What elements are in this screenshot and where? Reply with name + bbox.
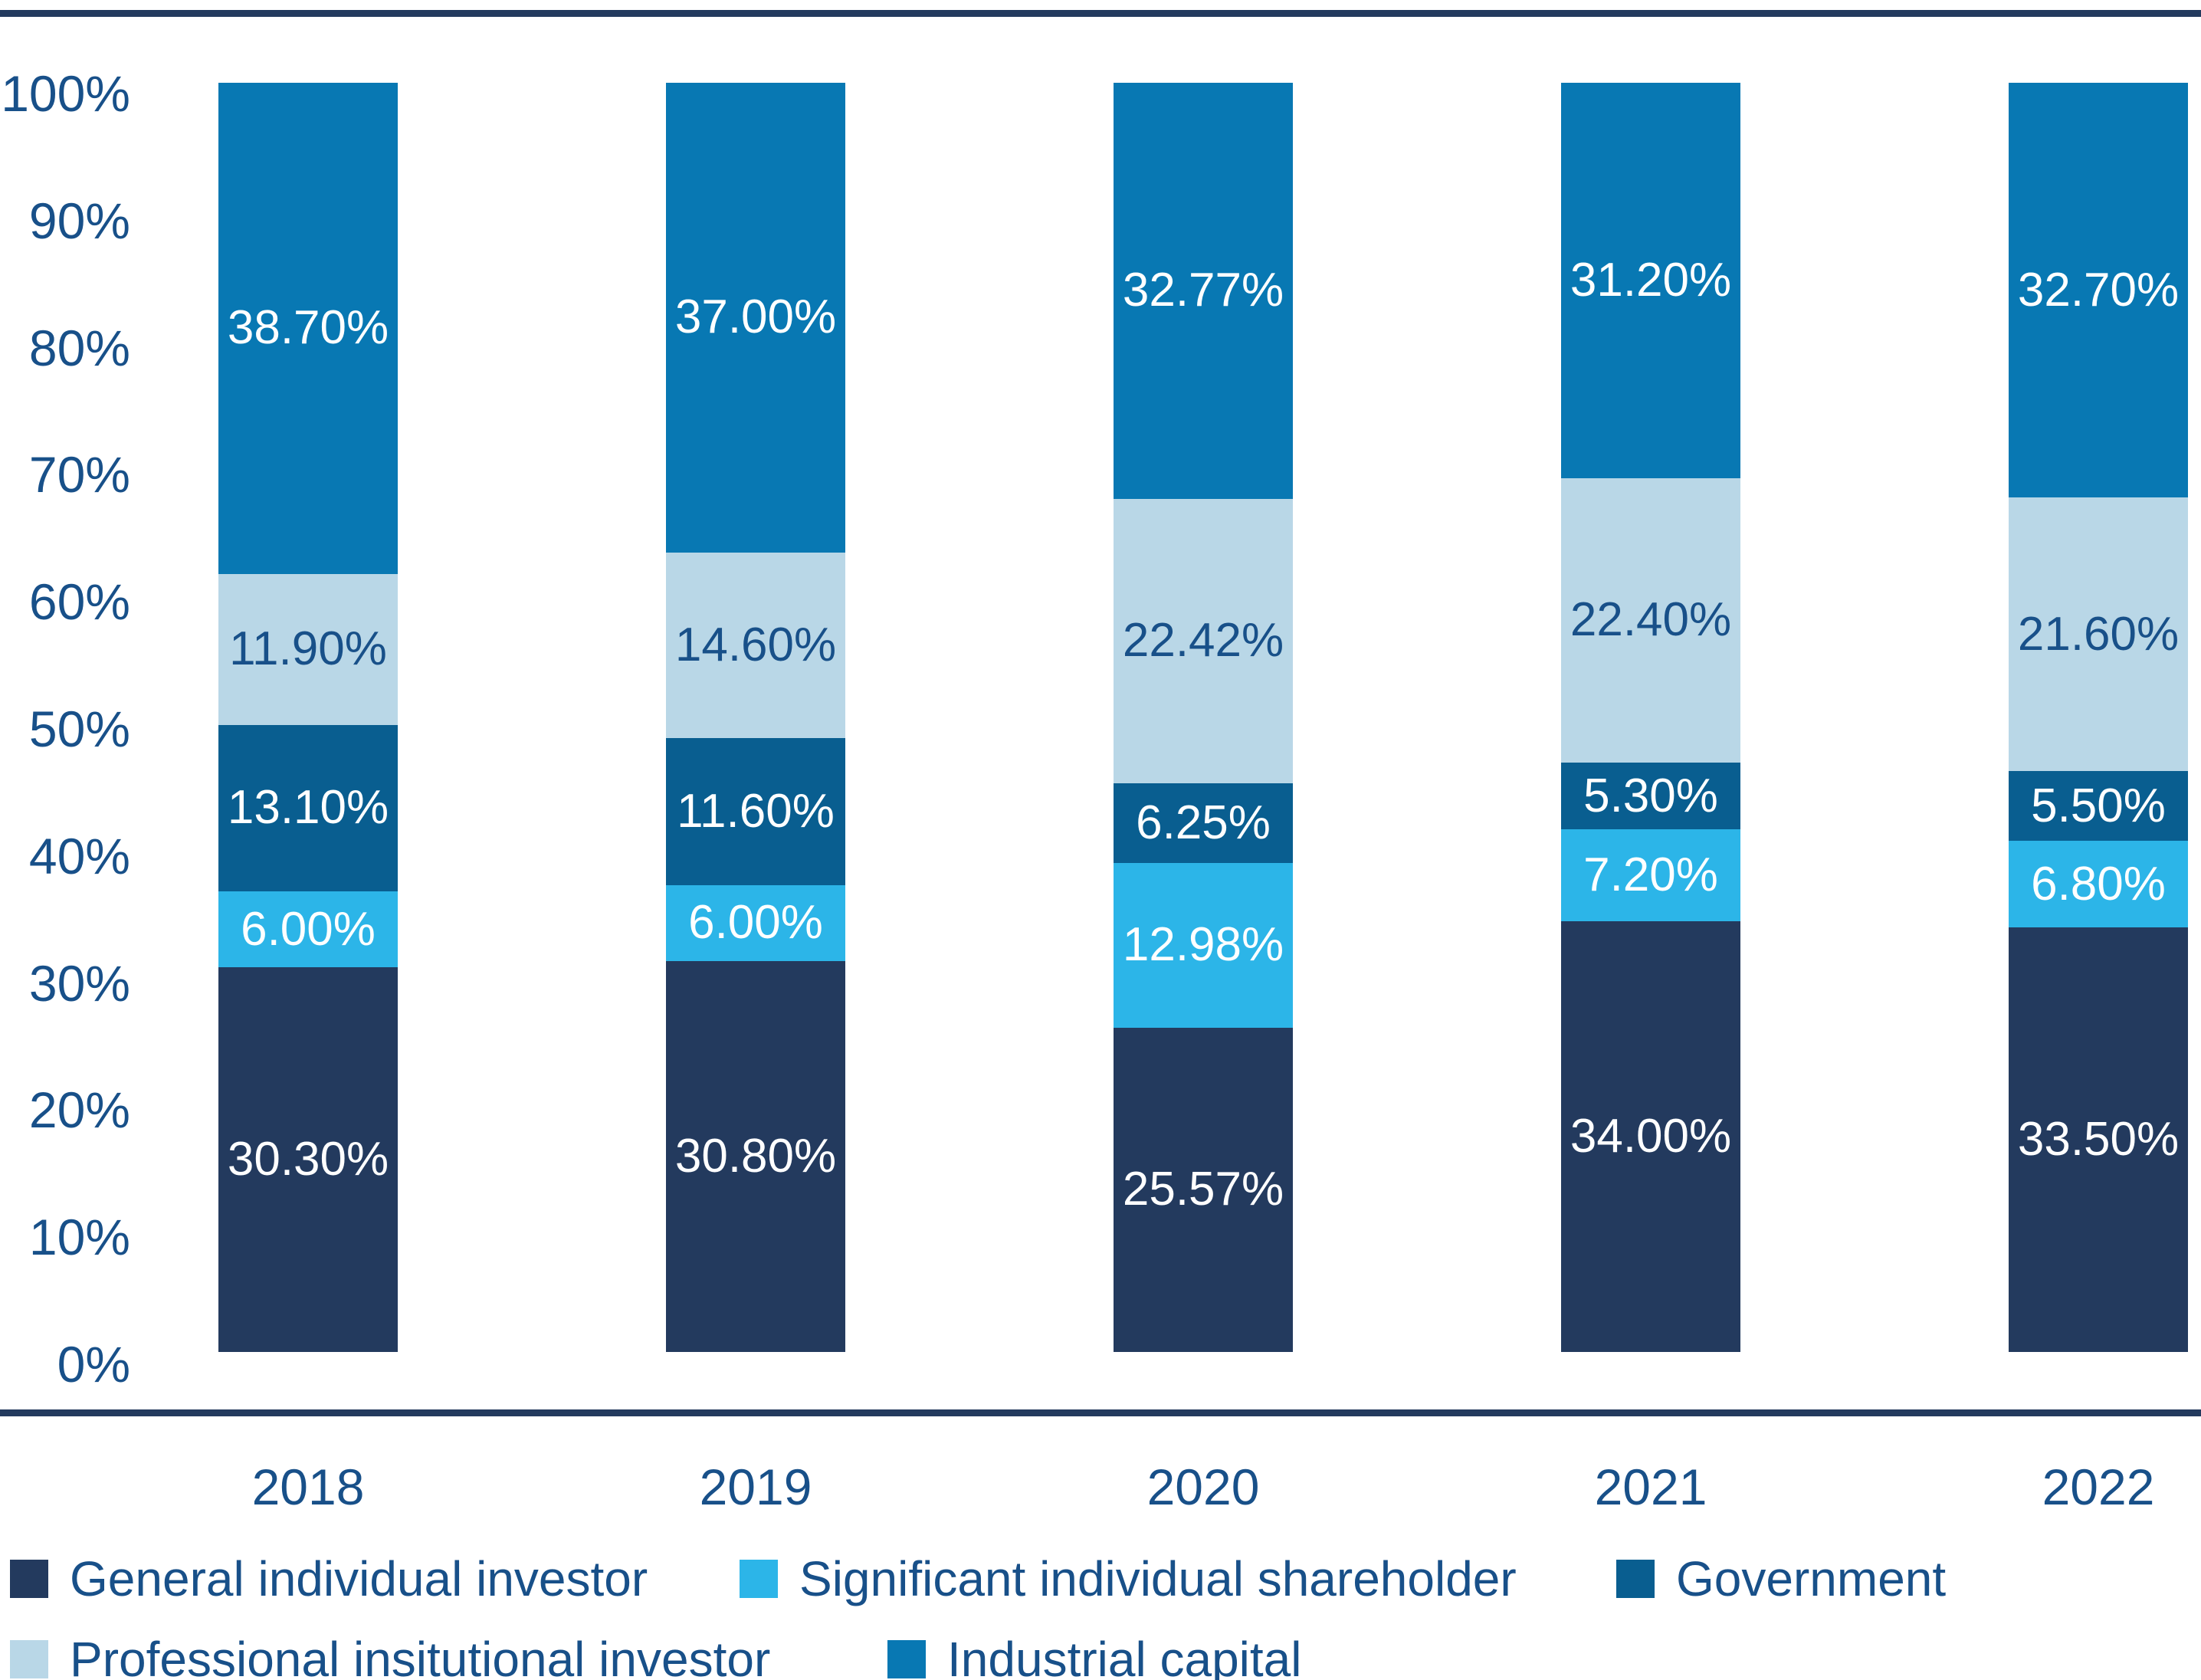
segment-data-label: 6.00% xyxy=(241,902,376,956)
bar-segment: 22.42% xyxy=(1114,498,1293,784)
segment-data-label: 33.50% xyxy=(2017,1112,2180,1166)
bar-2021: 34.00% 7.20% 5.30% 22.40% 31.20% xyxy=(1561,83,1740,1352)
bar-segment: 11.60% xyxy=(666,737,845,885)
bar-segment: 32.70% xyxy=(2009,83,2188,497)
segment-data-label: 34.00% xyxy=(1570,1109,1732,1163)
y-axis-tick-label: 40% xyxy=(28,827,130,884)
bar-2022: 33.50% 6.80% 5.50% 21.60% 32.70% xyxy=(2009,83,2188,1352)
legend-item: Professional insitutional investor xyxy=(10,1635,770,1680)
legend-label: Industrial capital xyxy=(947,1632,1302,1680)
legend-label: Professional insitutional investor xyxy=(70,1632,771,1680)
x-axis-label: 2021 xyxy=(1594,1459,1707,1515)
y-axis-tick-label: 100% xyxy=(1,65,130,122)
legend-label: Government xyxy=(1676,1551,1947,1606)
bar-2018: 30.30% 6.00% 13.10% 11.90% 38.70% xyxy=(218,83,398,1352)
segment-data-label: 21.60% xyxy=(2017,607,2180,661)
x-axis-label: 2018 xyxy=(251,1459,365,1515)
top-border-rule xyxy=(0,10,2201,17)
bar-segment: 6.00% xyxy=(666,884,845,961)
legend-label: Significant individual shareholder xyxy=(799,1551,1517,1606)
segment-data-label: 11.90% xyxy=(229,622,387,676)
y-axis-tick-label: 0% xyxy=(57,1336,130,1393)
x-axis-label: 2019 xyxy=(699,1459,812,1515)
bar-segment: 13.10% xyxy=(218,724,398,891)
bar-segment: 6.00% xyxy=(218,891,398,968)
bar-segment: 32.77% xyxy=(1114,83,1293,499)
segment-data-label: 5.30% xyxy=(1583,769,1718,822)
legend-swatch-icon xyxy=(10,1560,48,1598)
y-axis-tick-label: 70% xyxy=(28,446,130,504)
segment-data-label: 6.25% xyxy=(1136,796,1271,849)
legend-item: General individual investor xyxy=(10,1554,648,1603)
bar-segment: 7.20% xyxy=(1561,829,1740,921)
x-axis-label: 2020 xyxy=(1146,1459,1260,1515)
segment-data-label: 22.42% xyxy=(1122,614,1284,668)
segment-data-label: 7.20% xyxy=(1583,848,1718,901)
bar-segment: 30.80% xyxy=(666,960,845,1352)
bar-segment: 21.60% xyxy=(2009,497,2188,772)
bar-segment: 12.98% xyxy=(1114,862,1293,1028)
segment-data-label: 25.57% xyxy=(1122,1163,1284,1216)
legend-swatch-icon xyxy=(887,1640,926,1678)
y-axis-tick-label: 50% xyxy=(28,701,130,757)
y-axis-tick-label: 10% xyxy=(28,1209,130,1266)
bar-segment: 30.30% xyxy=(218,967,398,1352)
legend-swatch-icon xyxy=(740,1560,778,1598)
y-axis-tick-label: 60% xyxy=(28,573,130,631)
bar-2020: 25.57% 12.98% 6.25% 22.42% 32.77% xyxy=(1114,83,1293,1352)
y-axis-tick-label: 90% xyxy=(28,192,130,249)
bar-segment: 37.00% xyxy=(666,83,845,553)
bar-segment: 22.40% xyxy=(1561,478,1740,763)
segment-data-label: 11.60% xyxy=(677,784,835,838)
segment-data-label: 37.00% xyxy=(674,290,837,344)
legend-item: Industrial capital xyxy=(887,1635,1301,1680)
bar-segment: 6.80% xyxy=(2009,841,2188,927)
bar-segment: 14.60% xyxy=(666,552,845,738)
bar-segment: 33.50% xyxy=(2009,927,2188,1352)
segment-data-label: 14.60% xyxy=(674,618,837,671)
segment-data-label: 5.50% xyxy=(2031,779,2166,832)
y-axis-tick-label: 20% xyxy=(28,1081,130,1139)
bar-segment: 31.20% xyxy=(1561,83,1740,479)
segment-data-label: 6.80% xyxy=(2031,857,2166,911)
legend-item: Significant individual shareholder xyxy=(740,1554,1517,1603)
legend-label: General individual investor xyxy=(70,1551,648,1606)
bar-segment: 5.30% xyxy=(1561,762,1740,830)
segment-data-label: 6.00% xyxy=(688,896,823,950)
segment-data-label: 13.10% xyxy=(227,781,389,835)
legend-swatch-icon xyxy=(1616,1560,1655,1598)
bar-segment: 6.25% xyxy=(1114,783,1293,863)
bar-segment: 5.50% xyxy=(2009,771,2188,842)
bar-2019: 30.80% 6.00% 11.60% 14.60% 37.00% xyxy=(666,83,845,1352)
bar-segment: 11.90% xyxy=(218,573,398,725)
segment-data-label: 30.30% xyxy=(227,1133,389,1186)
segment-data-label: 30.80% xyxy=(674,1129,837,1183)
y-axis-tick-label: 30% xyxy=(28,954,130,1012)
x-axis-line xyxy=(0,1409,2201,1416)
segment-data-label: 38.70% xyxy=(227,301,389,355)
segment-data-label: 32.70% xyxy=(2017,263,2180,317)
segment-data-label: 31.20% xyxy=(1570,254,1732,307)
legend-item: Government xyxy=(1616,1554,1946,1603)
bar-segment: 34.00% xyxy=(1561,920,1740,1352)
x-axis-label: 2022 xyxy=(2042,1459,2155,1515)
segment-data-label: 12.98% xyxy=(1122,918,1284,972)
bar-segment: 25.57% xyxy=(1114,1027,1293,1352)
legend-swatch-icon xyxy=(10,1640,48,1678)
y-axis-tick-label: 80% xyxy=(28,319,130,376)
segment-data-label: 22.40% xyxy=(1570,593,1732,647)
bar-segment: 38.70% xyxy=(218,83,398,574)
segment-data-label: 32.77% xyxy=(1122,264,1284,317)
